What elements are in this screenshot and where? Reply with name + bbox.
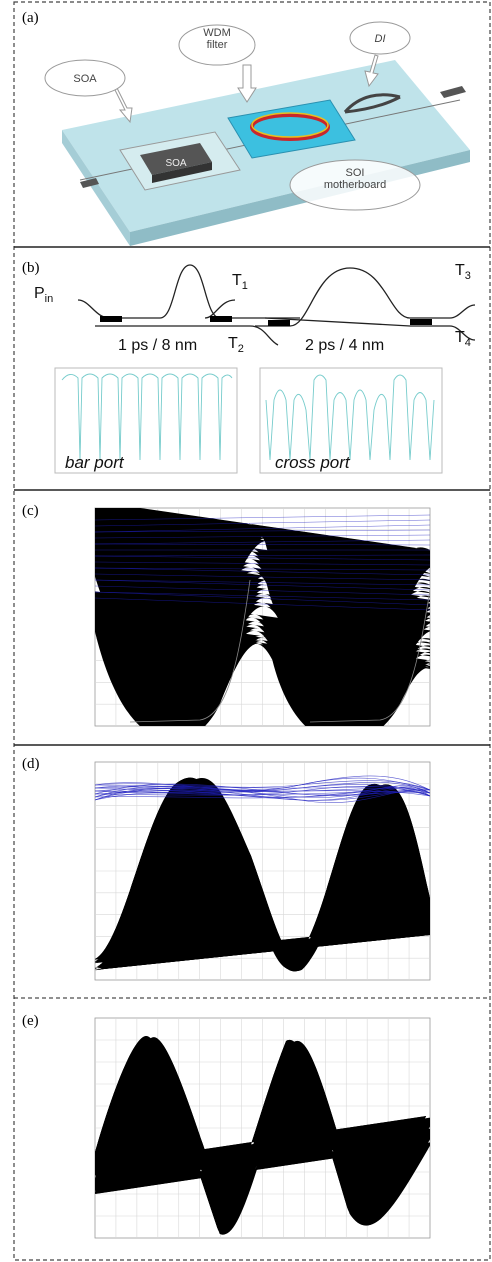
inset-plot-part [61, 373, 233, 461]
chip-illustration-part [251, 112, 329, 138]
eye-traces-part [95, 554, 430, 557]
port-label: T1 [232, 272, 248, 292]
subscript: 2 [238, 343, 244, 355]
eye-traces [95, 775, 430, 972]
callout: SOA [73, 73, 97, 85]
eye-traces-part [95, 791, 430, 801]
schematic-part [204, 299, 236, 319]
eye-traces-part [95, 534, 430, 539]
chip-illustration-part [289, 159, 421, 211]
callout-line: filter [207, 39, 228, 51]
panel-label: (b) [22, 260, 40, 276]
eye-traces-part [95, 585, 430, 596]
plot-label: bar port [65, 453, 125, 472]
schematic-part [268, 320, 290, 326]
panel-label: (c) [22, 503, 39, 519]
eye-traces-part [95, 786, 430, 798]
callout: SOI motherboard [324, 167, 386, 191]
callout-line: motherboard [324, 179, 386, 191]
symbol: P [34, 285, 45, 302]
chip-illustration [44, 21, 470, 246]
plot-label: cross port [275, 453, 351, 472]
subscript: 4 [465, 337, 471, 349]
chip-illustration-part [440, 86, 466, 98]
schematic-part [100, 316, 122, 322]
chip-illustration-part [152, 162, 212, 183]
schematic-part [255, 267, 476, 327]
eye-traces-part [95, 597, 430, 611]
chip-illustration-part [343, 93, 401, 114]
eye-traces-part [95, 539, 430, 545]
eye-traces-part [95, 579, 430, 586]
chip-illustration-part [178, 24, 256, 66]
eye-traces [95, 508, 430, 726]
schematic-part [410, 319, 432, 325]
reference-traces [129, 579, 430, 723]
panel-label: (e) [22, 1013, 39, 1029]
callout: WDM filter [203, 27, 231, 51]
symbol: T [228, 335, 238, 352]
panel-label: (d) [22, 756, 40, 772]
symbol: T [232, 272, 242, 289]
eye-traces-part [95, 789, 430, 796]
inset-plot-part [54, 367, 238, 474]
eye-traces-part [95, 573, 430, 581]
panel-label: (a) [22, 10, 39, 26]
eye-traces-part [95, 783, 430, 796]
inset-plot-part [265, 374, 435, 461]
frame [13, 1, 491, 1261]
callout-line: SOI [346, 167, 365, 179]
eye-traces-part [95, 514, 430, 521]
chip-illustration-part [364, 54, 379, 88]
schematic [77, 264, 476, 346]
eye-traces-part [95, 567, 430, 571]
eye-traces-part [95, 555, 430, 561]
chip-illustration-part [114, 87, 133, 124]
stage-label: 1 ps / 8 nm [118, 337, 197, 354]
subscript: 1 [242, 280, 248, 292]
eye-traces-part [95, 591, 430, 606]
chip-illustration-part [140, 143, 212, 175]
callout-line: WDM [203, 27, 231, 39]
chip-illustration-part [349, 21, 411, 55]
eye-traces-part [95, 519, 430, 527]
schematic-part [210, 316, 232, 322]
eye-traces-part [95, 543, 430, 546]
chip-illustration-part [80, 178, 99, 188]
eye-traces-part [95, 777, 430, 792]
callout: DI [375, 33, 386, 45]
port-label: T2 [228, 335, 244, 355]
symbol: T [455, 262, 465, 279]
chip-label: SOA [165, 158, 186, 169]
schematic-part [264, 317, 476, 341]
subscript: in [45, 293, 54, 305]
chip-illustration-part [227, 99, 356, 159]
port-label: T4 [455, 329, 471, 349]
chip-illustration-part [62, 130, 130, 246]
schematic-part [95, 325, 279, 346]
chip-illustration-part [237, 64, 257, 103]
eye-traces-part [95, 591, 430, 601]
reference-traces-part [129, 579, 251, 723]
reference-traces-part [309, 589, 430, 723]
eye-traces-part [95, 567, 430, 576]
input-label: Pin [34, 285, 53, 305]
eye-traces-part [95, 785, 430, 797]
inset-plot [54, 367, 443, 474]
stage-label: 2 ps / 4 nm [305, 337, 384, 354]
eye-traces-part [95, 524, 430, 533]
port-label: T3 [455, 262, 471, 282]
eye-traces-part [95, 529, 430, 533]
subscript: 3 [465, 270, 471, 282]
eye-traces-part [95, 579, 430, 591]
chip-illustration-part [44, 59, 126, 97]
eye-traces-part [95, 561, 430, 566]
symbol: T [455, 329, 465, 346]
